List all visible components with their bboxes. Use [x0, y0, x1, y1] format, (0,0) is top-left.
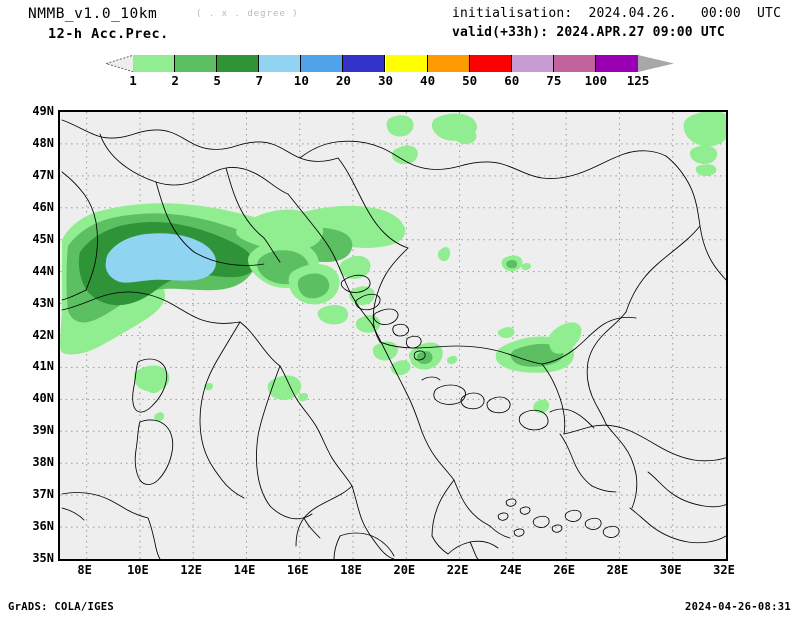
colorbar-segment-5: [217, 55, 260, 72]
lon-tick-18E: 18E: [340, 563, 362, 577]
map-panel[interactable]: [58, 110, 728, 561]
colorbar-tick-5: 5: [213, 73, 221, 88]
lat-tick-35N: 35N: [32, 551, 54, 565]
lon-tick-26E: 26E: [553, 563, 575, 577]
lat-tick-45N: 45N: [32, 231, 54, 246]
grads-credit: GrADS: COLA/IGES: [8, 601, 114, 613]
colorbar-segment-40: [427, 55, 470, 72]
colorbar: 1 2 5 7 10 20 30 40 50 60 75 100 125: [0, 55, 800, 88]
lon-tick-24E: 24E: [500, 563, 522, 577]
map-canvas: [60, 112, 726, 559]
lon-tick-20E: 20E: [393, 563, 416, 577]
map-gridlines: [60, 112, 726, 559]
lat-tick-49N: 49N: [32, 104, 54, 118]
header: NMMB_v1.0_10km ( . x . degree ) 12-h Acc…: [0, 0, 800, 50]
latitude-axis: 35N 36N 37N 38N 39N 40N 41N 42N 43N 44N 45N 46N 47N 4…: [0, 104, 54, 565]
precipitation-shading: [60, 112, 726, 422]
lon-tick-8E: 8E: [77, 563, 92, 577]
colorbar-tick-75: 75: [546, 73, 562, 88]
map-borders: [61, 119, 726, 559]
colorbar-tick-2: 2: [171, 73, 179, 88]
colorbar-segment-2: [175, 55, 218, 72]
longitude-axis: 8E 10E 12E 14E 16E 18E 20E 22E 24E 26E 28E 30E 32E: [0, 563, 800, 583]
colorbar-tick-50: 50: [462, 73, 478, 88]
lat-tick-47N: 47N: [32, 167, 54, 182]
map-frame[interactable]: [58, 110, 728, 561]
lon-tick-10E: 10E: [127, 563, 149, 577]
lat-tick-44N: 44N: [32, 263, 54, 278]
lon-tick-32E: 32E: [713, 563, 735, 577]
colorbar-under-arrow: [106, 55, 134, 72]
lat-tick-37N: 37N: [32, 487, 54, 502]
colorbar-tick-1: 1: [129, 73, 137, 88]
lon-tick-22E: 22E: [446, 563, 469, 577]
colorbar-tick-125: 125: [626, 73, 650, 88]
colorbar-segment-20: [343, 55, 386, 72]
degree-note: ( . x . degree ): [196, 9, 299, 19]
lon-tick-30E: 30E: [659, 563, 682, 577]
colorbar-segment-100: [595, 55, 638, 72]
lon-tick-12E: 12E: [180, 563, 203, 577]
colorbar-segment-10: [301, 55, 344, 72]
colorbar-tick-30: 30: [377, 73, 394, 88]
colorbar-segment-60: [511, 55, 554, 72]
lon-tick-28E: 28E: [606, 563, 629, 577]
model-title: NMMB_v1.0_10km: [28, 6, 158, 22]
colorbar-tick-60: 60: [504, 73, 520, 88]
colorbar-tick-20: 20: [335, 73, 351, 88]
colorbar-segment-7: [259, 55, 302, 72]
lat-tick-41N: 41N: [32, 359, 54, 374]
colorbar-tick-10: 10: [293, 73, 309, 88]
lon-tick-16E: 16E: [286, 563, 309, 577]
lat-tick-38N: 38N: [32, 455, 54, 470]
lat-tick-48N: 48N: [32, 135, 54, 150]
lat-tick-40N: 40N: [32, 391, 54, 406]
initialisation-time: initialisation: 2024.04.26. 00:00 UTC: [452, 6, 782, 21]
colorbar-segment-50: [469, 55, 512, 72]
lat-tick-46N: 46N: [32, 199, 54, 214]
lat-tick-43N: 43N: [32, 295, 54, 310]
colorbar-segment-1: [133, 55, 176, 72]
field-title: 12-h Acc.Prec.: [48, 26, 169, 42]
colorbar-tick-100: 100: [584, 73, 608, 88]
lat-tick-36N: 36N: [32, 519, 54, 534]
lat-tick-39N: 39N: [32, 423, 54, 438]
colorbar-tick-40: 40: [420, 73, 436, 88]
valid-time: valid(+33h): 2024.APR.27 09:00 UTC: [452, 25, 725, 40]
generated-stamp: 2024-04-26-08:31: [685, 601, 791, 613]
colorbar-tick-7: 7: [255, 73, 264, 88]
colorbar-segment-30: [385, 55, 428, 72]
lat-tick-42N: 42N: [32, 327, 54, 342]
colorbar-segment-75: [553, 55, 596, 72]
lon-tick-14E: 14E: [233, 563, 256, 577]
colorbar-over-arrow: [638, 55, 674, 72]
